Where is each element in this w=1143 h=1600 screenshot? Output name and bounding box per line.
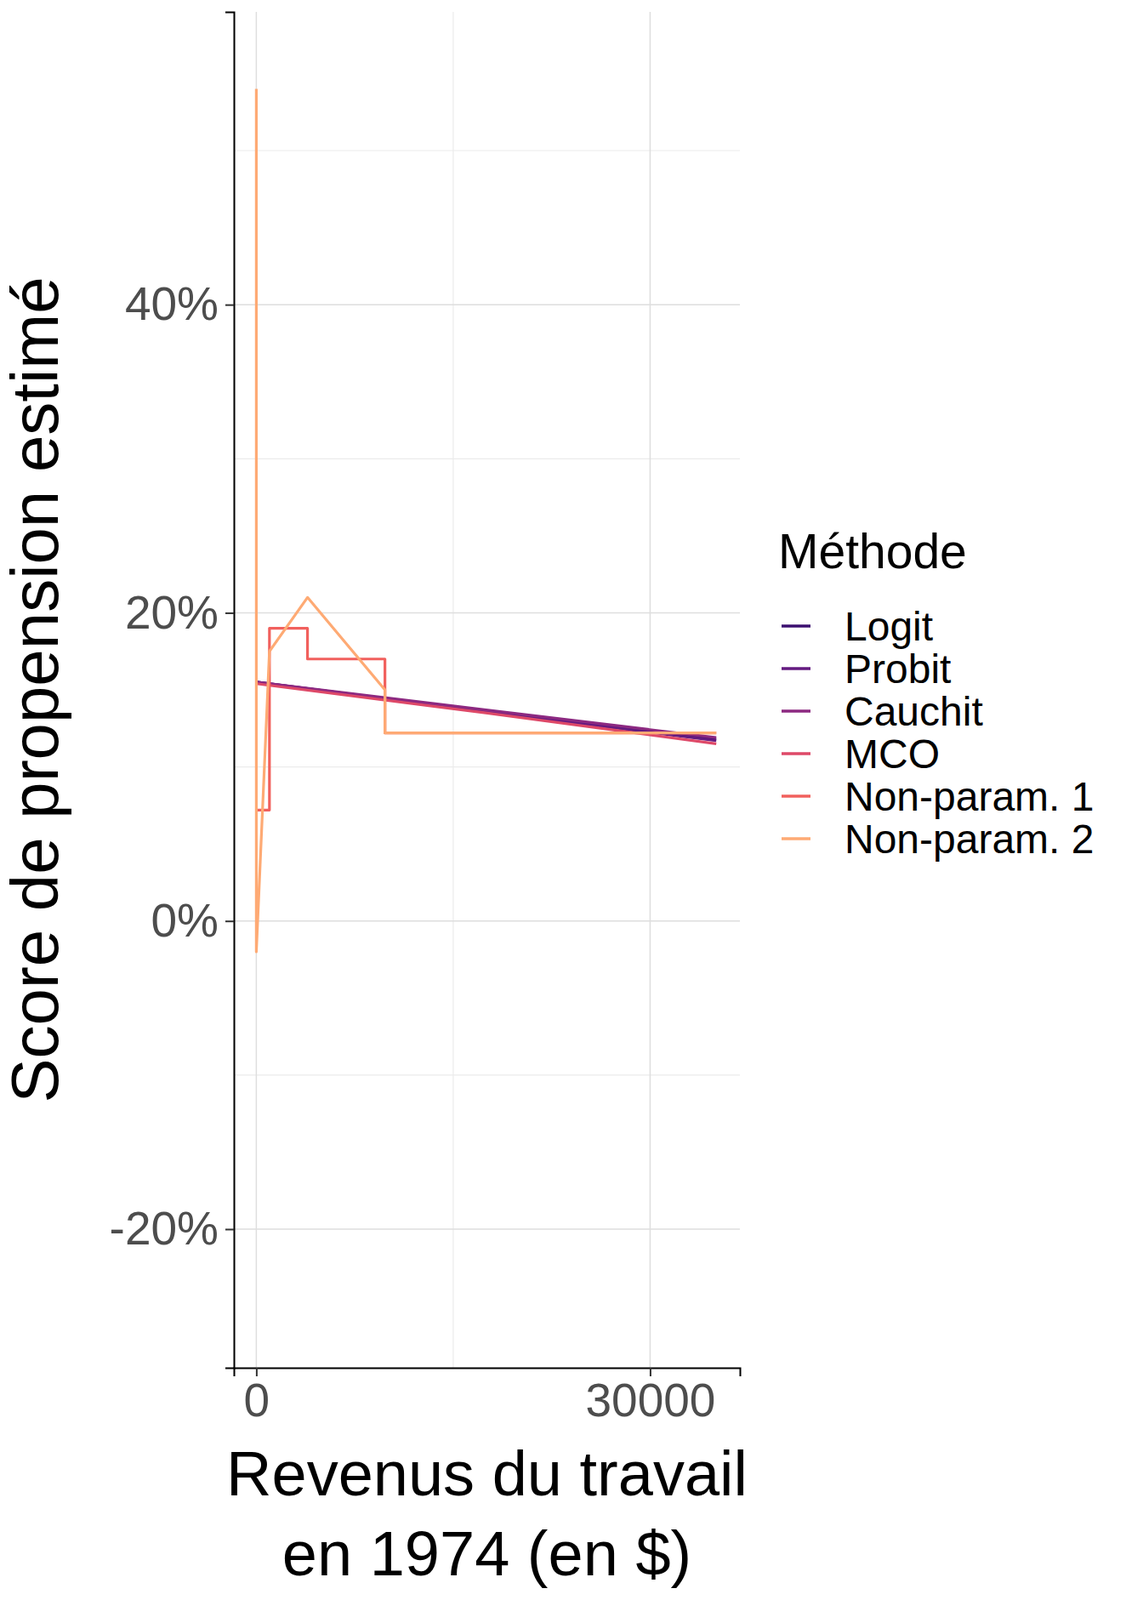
x-tick-label: 30000 [585,1373,716,1427]
x-axis-title-line: en 1974 (en $) [282,1518,692,1589]
series-line [255,682,717,738]
series-line [255,628,717,811]
legend-label: Probit [844,646,951,692]
legend-label: Non-param. 2 [844,816,1094,862]
minor-grid-line [233,766,740,768]
x-axis-title: Revenus du travail en 1974 (en $) [226,1438,748,1589]
legend-key [781,751,811,756]
y-tick-label: -20% [109,1201,219,1255]
legend-key [781,794,811,798]
minor-grid-line [233,149,740,151]
minor-grid-line [233,458,740,460]
y-tick-mark [225,304,234,307]
grid-line [233,303,740,306]
series-line [255,89,717,952]
legend-key [781,624,811,628]
series-line [255,683,717,745]
y-tick: 20% [125,585,234,639]
y-tick-label: 20% [125,585,219,639]
legend-title: Méthode [778,523,967,579]
legend-label: Non-param. 1 [844,773,1094,819]
y-tick: 40% [125,277,234,330]
y-tick: -20% [109,1201,234,1255]
legend-label: Logit [844,603,933,649]
grid-line [233,920,740,922]
y-tick: 0% [151,893,235,947]
plot-area [255,89,717,952]
y-tick-label: 40% [125,277,219,330]
y-tick-mark [225,1228,234,1230]
x-tick: 30000 [585,1367,716,1427]
legend-label: MCO [844,731,940,777]
y-axis-line [225,12,235,1369]
grid [233,11,740,1368]
legend-key [781,836,811,841]
chart: 0 30000 -20% 0% 20% 40% Revenus du travail en 1… [0,0,1143,1600]
y-tick-mark [225,920,234,922]
x-tick-label: 0 [244,1373,271,1427]
x-axis: 0 30000 [234,1367,741,1427]
x-axis-title-line: Revenus du travail [226,1438,748,1509]
y-tick-label: 0% [151,893,220,947]
grid-line [649,11,652,1368]
legend: Méthode LogitProbitCauchitMCONon-param. 1… [778,523,1094,862]
legend-label: Cauchit [844,688,984,734]
legend-key [781,666,811,671]
series-line [255,682,717,740]
grid-line [233,1228,740,1230]
y-axis-title: Score de propension estimé [0,276,73,1103]
x-tick: 0 [244,1367,271,1427]
minor-grid-line [452,11,454,1368]
grid-line [233,612,740,615]
legend-key [781,709,811,713]
y-tick-mark [225,612,234,615]
minor-grid-line [233,1074,740,1075]
y-axis: -20% 0% 20% 40% [109,12,235,1369]
